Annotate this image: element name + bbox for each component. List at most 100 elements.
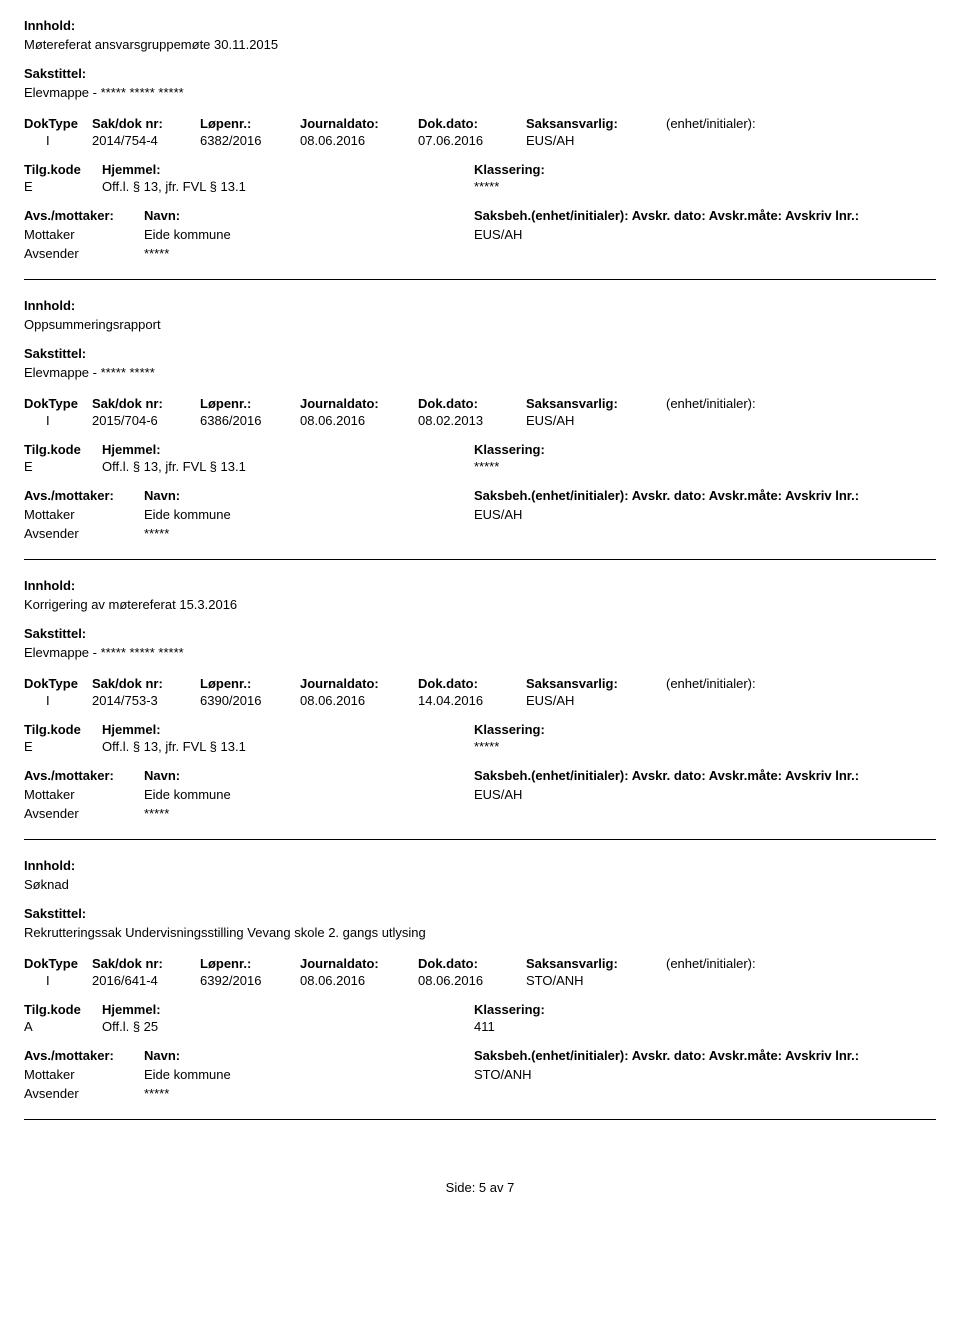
klassering-value: 411: [474, 1019, 936, 1034]
tilg-value-row: E Off.l. § 13, jfr. FVL § 13.1 *****: [24, 179, 936, 194]
dokdato-value: 14.04.2016: [418, 693, 526, 708]
avsender-row: Avsender *****: [24, 1086, 936, 1101]
navn-header: Navn:: [144, 208, 474, 223]
sakstittel-label: Sakstittel:: [24, 346, 936, 361]
tilgkode-value: E: [24, 739, 102, 754]
meta-value-row: I 2016/641-4 6392/2016 08.06.2016 08.06.…: [24, 973, 936, 988]
journal-entry: Innhold: Oppsummeringsrapport Sakstittel…: [24, 298, 936, 541]
innhold-label: Innhold:: [24, 298, 936, 313]
sakdok-value: 2015/704-6: [92, 413, 200, 428]
avsender-label: Avsender: [24, 246, 144, 261]
sakstittel-label: Sakstittel:: [24, 66, 936, 81]
tilgkode-header: Tilg.kode: [24, 722, 102, 737]
saksbeh-header: Saksbeh.(enhet/initialer): Avskr. dato: …: [474, 768, 936, 783]
lopenr-header: Løpenr.:: [200, 396, 300, 411]
klassering-value: *****: [474, 739, 936, 754]
mottaker-beh: STO/ANH: [474, 1067, 936, 1082]
avsender-label: Avsender: [24, 1086, 144, 1101]
mottaker-beh: EUS/AH: [474, 507, 936, 522]
mottaker-name: Eide kommune: [144, 1067, 474, 1082]
doktype-header: DokType: [24, 956, 92, 971]
klassering-value: *****: [474, 459, 936, 474]
doktype-header: DokType: [24, 396, 92, 411]
avsender-label: Avsender: [24, 806, 144, 821]
avsender-name: *****: [144, 526, 474, 541]
mottaker-row: Mottaker Eide kommune EUS/AH: [24, 507, 936, 522]
journaldato-header: Journaldato:: [300, 396, 418, 411]
hjemmel-header: Hjemmel:: [102, 1002, 474, 1017]
avsender-row: Avsender *****: [24, 806, 936, 821]
saksansvarlig-value: EUS/AH: [526, 413, 666, 428]
avsmottaker-header: Avs./mottaker:: [24, 208, 144, 223]
saksansvarlig-value: STO/ANH: [526, 973, 666, 988]
avsender-name: *****: [144, 1086, 474, 1101]
sakdok-header: Sak/dok nr:: [92, 956, 200, 971]
innhold-text: Korrigering av møtereferat 15.3.2016: [24, 597, 936, 612]
innhold-text: Møtereferat ansvarsgruppemøte 30.11.2015: [24, 37, 936, 52]
avsmottaker-header: Avs./mottaker:: [24, 1048, 144, 1063]
doktype-value: I: [46, 133, 92, 148]
innhold-text: Oppsummeringsrapport: [24, 317, 936, 332]
klassering-header: Klassering:: [474, 1002, 936, 1017]
lopenr-value: 6390/2016: [200, 693, 300, 708]
divider: [24, 559, 936, 560]
divider: [24, 279, 936, 280]
dokdato-header: Dok.dato:: [418, 956, 526, 971]
dokdato-header: Dok.dato:: [418, 116, 526, 131]
lopenr-header: Løpenr.:: [200, 676, 300, 691]
tilgkode-header: Tilg.kode: [24, 162, 102, 177]
klassering-header: Klassering:: [474, 442, 936, 457]
sakstittel-text: Elevmappe - ***** ***** *****: [24, 85, 936, 100]
doktype-header: DokType: [24, 676, 92, 691]
tilg-value-row: A Off.l. § 25 411: [24, 1019, 936, 1034]
klassering-value: *****: [474, 179, 936, 194]
journaldato-value: 08.06.2016: [300, 693, 418, 708]
saksansvarlig-header: Saksansvarlig:: [526, 396, 666, 411]
tilg-header-row: Tilg.kode Hjemmel: Klassering:: [24, 722, 936, 737]
sakdok-header: Sak/dok nr:: [92, 116, 200, 131]
avsender-name: *****: [144, 246, 474, 261]
sakstittel-text: Elevmappe - ***** *****: [24, 365, 936, 380]
klassering-header: Klassering:: [474, 722, 936, 737]
doktype-header: DokType: [24, 116, 92, 131]
avsender-row: Avsender *****: [24, 246, 936, 261]
divider: [24, 1119, 936, 1120]
saksansvarlig-header: Saksansvarlig:: [526, 116, 666, 131]
tilgkode-header: Tilg.kode: [24, 1002, 102, 1017]
hjemmel-value: Off.l. § 13, jfr. FVL § 13.1: [102, 739, 474, 754]
dokdato-header: Dok.dato:: [418, 396, 526, 411]
meta-value-row: I 2015/704-6 6386/2016 08.06.2016 08.02.…: [24, 413, 936, 428]
saksansvarlig-header: Saksansvarlig:: [526, 956, 666, 971]
tilg-value-row: E Off.l. § 13, jfr. FVL § 13.1 *****: [24, 739, 936, 754]
avsmottaker-header: Avs./mottaker:: [24, 488, 144, 503]
hjemmel-value: Off.l. § 13, jfr. FVL § 13.1: [102, 459, 474, 474]
avsmot-header-row: Avs./mottaker: Navn: Saksbeh.(enhet/init…: [24, 208, 936, 223]
sakstittel-text: Elevmappe - ***** ***** *****: [24, 645, 936, 660]
meta-value-row: I 2014/753-3 6390/2016 08.06.2016 14.04.…: [24, 693, 936, 708]
journaldato-value: 08.06.2016: [300, 973, 418, 988]
tilgkode-value: A: [24, 1019, 102, 1034]
saksbeh-header: Saksbeh.(enhet/initialer): Avskr. dato: …: [474, 1048, 936, 1063]
enhet-header: (enhet/initialer):: [666, 396, 936, 411]
mottaker-row: Mottaker Eide kommune STO/ANH: [24, 1067, 936, 1082]
sakdok-header: Sak/dok nr:: [92, 676, 200, 691]
journaldato-value: 08.06.2016: [300, 133, 418, 148]
lopenr-value: 6392/2016: [200, 973, 300, 988]
tilgkode-header: Tilg.kode: [24, 442, 102, 457]
meta-header-row: DokType Sak/dok nr: Løpenr.: Journaldato…: [24, 676, 936, 691]
sakdok-value: 2014/753-3: [92, 693, 200, 708]
dokdato-value: 07.06.2016: [418, 133, 526, 148]
avsender-label: Avsender: [24, 526, 144, 541]
innhold-text: Søknad: [24, 877, 936, 892]
saksansvarlig-header: Saksansvarlig:: [526, 676, 666, 691]
journal-entry: Innhold: Korrigering av møtereferat 15.3…: [24, 578, 936, 821]
mottaker-name: Eide kommune: [144, 787, 474, 802]
meta-header-row: DokType Sak/dok nr: Løpenr.: Journaldato…: [24, 116, 936, 131]
avsmot-header-row: Avs./mottaker: Navn: Saksbeh.(enhet/init…: [24, 768, 936, 783]
dokdato-value: 08.06.2016: [418, 973, 526, 988]
meta-header-row: DokType Sak/dok nr: Løpenr.: Journaldato…: [24, 396, 936, 411]
journaldato-value: 08.06.2016: [300, 413, 418, 428]
tilgkode-value: E: [24, 179, 102, 194]
journaldato-header: Journaldato:: [300, 956, 418, 971]
avsender-row: Avsender *****: [24, 526, 936, 541]
